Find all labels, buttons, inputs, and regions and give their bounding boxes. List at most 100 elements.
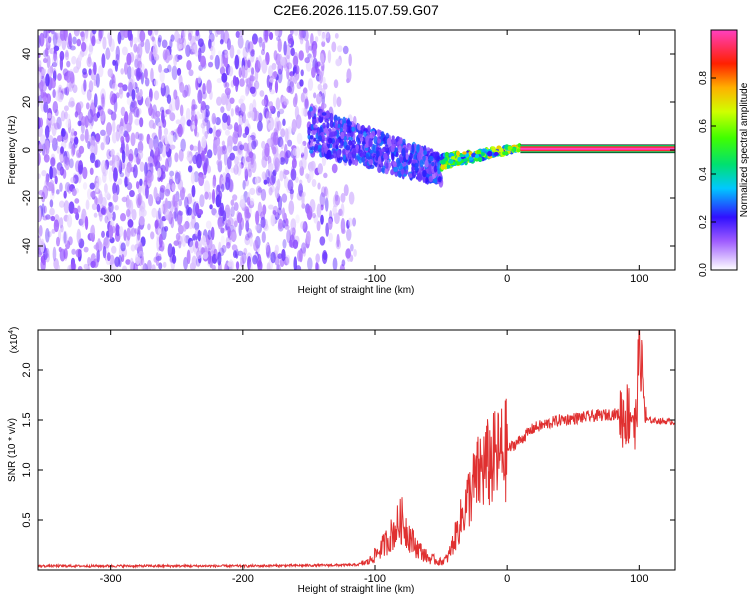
spectrogram-cell [348,191,355,205]
spectrogram-cell [286,229,292,243]
spectrogram-cell [342,154,346,161]
spectrogram-cell [186,150,191,158]
spectrogram-cell [81,31,85,42]
spectrogram-cell [70,145,75,157]
colorbar-tick-label: 0.6 [698,119,709,133]
spectrogram-cell [186,249,191,265]
spectrogram-cell [82,166,88,180]
spectrogram-cell [401,147,406,158]
spectrogram-cell [59,217,64,229]
spectrogram-cell [148,51,153,62]
spectrogram-cell [139,63,145,73]
spectrogram-cell [164,188,171,197]
spectrogram-cell [90,68,97,81]
spectrogram-cell [224,87,231,96]
spectrogram-cell [207,61,214,68]
spectrogram-cell [84,30,89,39]
spectrogram-cell [83,246,89,253]
spectrogram-cell [190,172,195,185]
spectrogram-cell [412,158,417,164]
spectrogram-cell [139,133,144,142]
spectrogram-cell [218,206,223,217]
spectrogram-cell [200,55,207,68]
spectrogram-cell [293,73,298,85]
y-tick-label: 40 [21,48,33,60]
spectrogram-cell [124,111,129,125]
spectrogram-cell [160,204,164,214]
spectrogram-cell [206,79,212,94]
colorbar-tick-label: 0.0 [698,263,709,277]
spectrogram-cell [114,60,119,72]
spectrogram-cell [120,242,126,252]
spectrogram-cell [277,136,284,148]
spectrogram-cell [274,30,279,37]
spectrogram-cell [230,199,235,206]
spectrogram-cell [128,78,134,93]
spectrogram-cell [128,153,134,162]
spectrogram-cell [377,156,382,165]
spectrogram-cell [50,30,55,35]
spectrogram-cell [417,152,422,161]
spectrogram-cell [86,188,93,200]
spectrogram-cell [138,215,145,226]
spectrogram-cell [41,169,47,177]
spectrogram-cell [307,126,311,136]
spectrogram-cell [84,128,89,144]
spectrogram-cell [115,222,119,232]
spectrogram-cell [230,108,234,117]
spectrogram-cell [391,152,395,162]
spectrogram-cell [265,242,270,253]
spectrogram-cell [117,178,123,185]
spectrogram-cell [204,104,210,111]
spectrogram-cell [173,240,180,246]
spectrogram-cell [444,156,448,162]
spectrogram-cell [100,159,107,175]
spectrogram-cell [237,250,244,257]
spectrogram-cell [157,167,162,178]
spectrogram-cell [437,176,442,183]
spectrogram-cell [311,146,315,151]
spectrogram-cell [120,106,126,117]
spectrogram-cell [255,56,259,70]
spectrogram-cell [73,136,79,145]
spectrogram-cell [304,95,309,108]
spectrogram-cell [302,246,307,257]
spectrogram-cell [318,147,322,153]
spectrogram-cell [162,261,167,268]
spectrogram-cell [123,62,128,75]
spectrogram-cell [112,192,119,203]
spectrogram-cell [321,112,327,116]
spectrogram-cell [392,161,397,168]
spectrogram-cell [260,216,266,229]
spectrogram-cell [186,206,193,216]
spectrogram-cell [77,54,83,62]
spectrogram-cell [332,206,338,214]
spectrogram-cell [219,39,224,45]
spectrogram-cell [43,205,47,214]
spectrogram-cell [316,263,320,270]
spectrogram-cell [186,60,192,71]
spectrogram-cell [253,80,260,90]
spectrogram-cell [350,243,354,252]
spectrogram-cell [281,193,288,203]
spectrogram-cell [50,192,55,200]
spectrogram-cell [302,87,308,94]
spectrogram-cell [135,131,140,140]
spectrogram-cell [45,73,50,87]
spectrogram-cell [189,240,195,254]
spectrogram-cell [73,140,78,149]
spectrogram-cell [388,162,392,169]
spectrogram-cell [237,212,243,224]
spectrogram-cell [288,200,295,215]
spectrogram-cell [239,102,246,114]
spectrogram-cell [135,67,141,81]
spectrogram-cell [298,179,303,185]
spectrogram-cell [224,50,229,59]
spectrogram-cell [52,246,57,262]
spectrogram-cell [80,133,85,142]
spectrogram-cell [303,30,309,42]
spectrogram-cell [127,219,134,228]
spectrogram-cell [47,231,52,238]
spectrogram-cell [70,176,76,184]
spectrogram-cell [358,133,363,139]
